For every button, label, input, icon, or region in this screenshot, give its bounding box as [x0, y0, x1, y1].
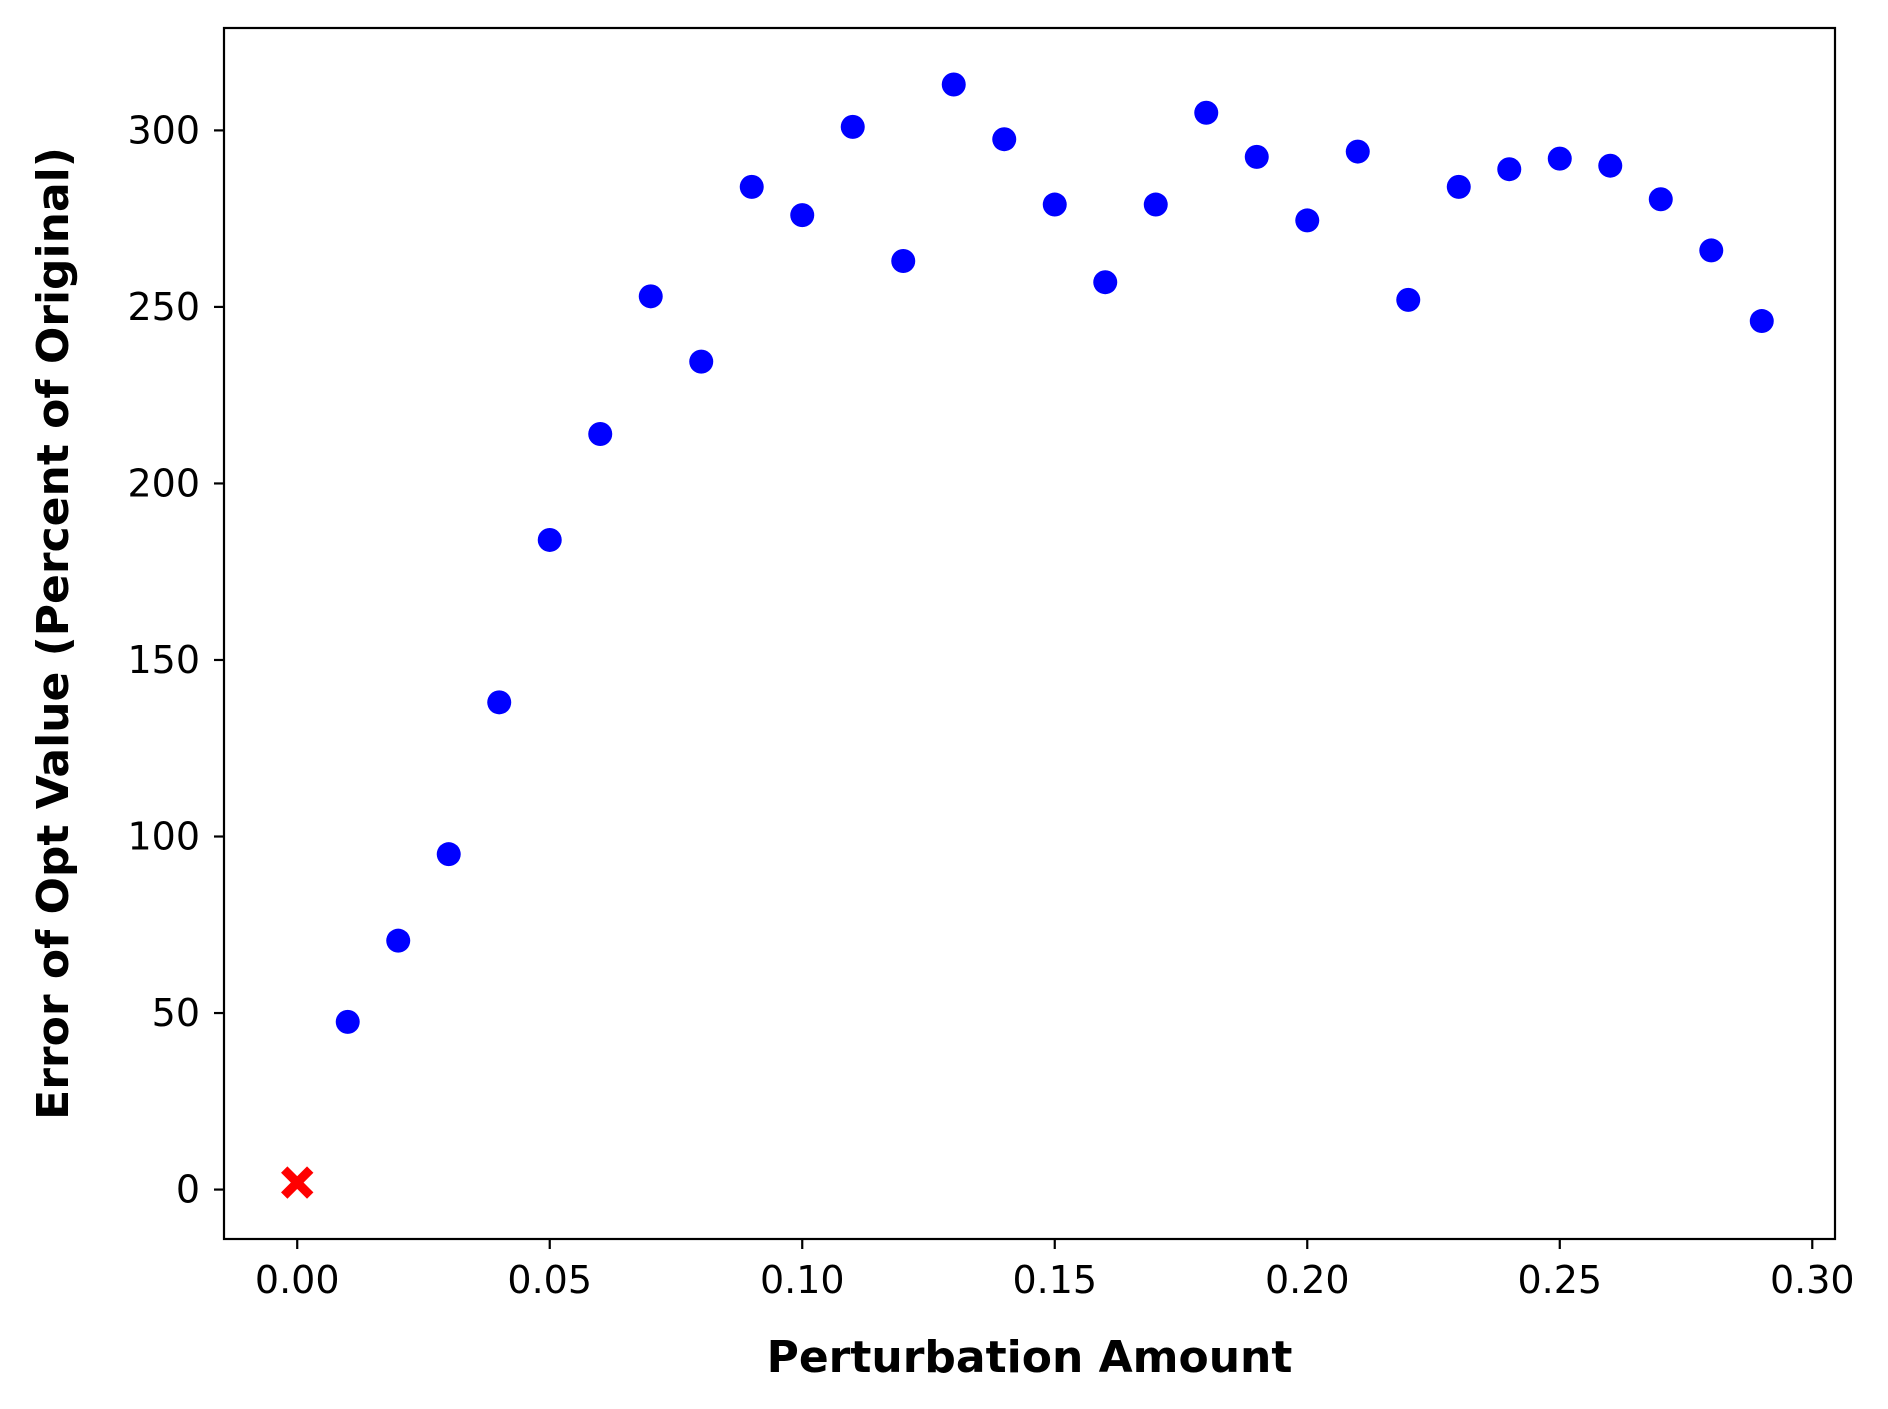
plot-marks	[281, 72, 1774, 1199]
data-point	[1497, 157, 1522, 182]
data-point	[1345, 139, 1370, 164]
plot-frame	[222, 26, 1837, 1241]
data-point	[638, 284, 663, 309]
data-point	[941, 72, 966, 97]
y-tick-label: 300	[127, 108, 200, 152]
data-point	[386, 928, 411, 953]
x-tick-label: 0.15	[1012, 1258, 1097, 1302]
data-point	[1648, 187, 1673, 212]
x-tick-label: 0.00	[255, 1258, 340, 1302]
y-tick-label: 200	[127, 461, 200, 505]
x-axis-title: Perturbation Amount	[767, 1332, 1293, 1383]
y-tick-label: 0	[176, 1168, 200, 1212]
data-point	[739, 174, 764, 199]
data-point	[1194, 100, 1219, 125]
data-point	[487, 690, 512, 715]
x-tick-label: 0.20	[1265, 1258, 1350, 1302]
data-point	[1749, 309, 1774, 334]
data-point	[1093, 270, 1118, 295]
data-point	[1396, 287, 1421, 312]
y-tick-label: 250	[127, 285, 200, 329]
data-point	[1547, 146, 1572, 171]
x-tick-label: 0.25	[1517, 1258, 1602, 1302]
y-tick-label: 150	[127, 638, 200, 682]
data-point	[1244, 144, 1269, 169]
data-point	[335, 1009, 360, 1034]
x-tick-label: 0.30	[1770, 1258, 1855, 1302]
data-point	[436, 842, 461, 867]
y-tick-label: 50	[152, 991, 200, 1035]
y-axis: 0 50 100 150 200 250 300	[127, 108, 224, 1212]
data-point	[1042, 192, 1067, 217]
x-axis: 0.00 0.05 0.10 0.15 0.20 0.25 0.30	[255, 1239, 1855, 1302]
data-point-x-marker	[281, 1166, 314, 1199]
data-point	[1699, 238, 1724, 263]
x-tick-label: 0.10	[760, 1258, 845, 1302]
data-point	[537, 527, 562, 552]
y-tick-label: 100	[127, 815, 200, 859]
data-point	[689, 349, 714, 374]
data-point	[992, 127, 1017, 152]
data-point	[840, 114, 865, 139]
data-point	[1598, 153, 1623, 178]
y-axis-title: Error of Opt Value (Percent of Original)	[28, 147, 79, 1120]
data-point	[1143, 192, 1168, 217]
x-tick-label: 0.05	[507, 1258, 592, 1302]
data-point	[1446, 174, 1471, 199]
data-point	[891, 249, 916, 274]
data-point	[588, 422, 613, 447]
data-point	[1295, 208, 1320, 233]
data-point	[790, 203, 815, 228]
